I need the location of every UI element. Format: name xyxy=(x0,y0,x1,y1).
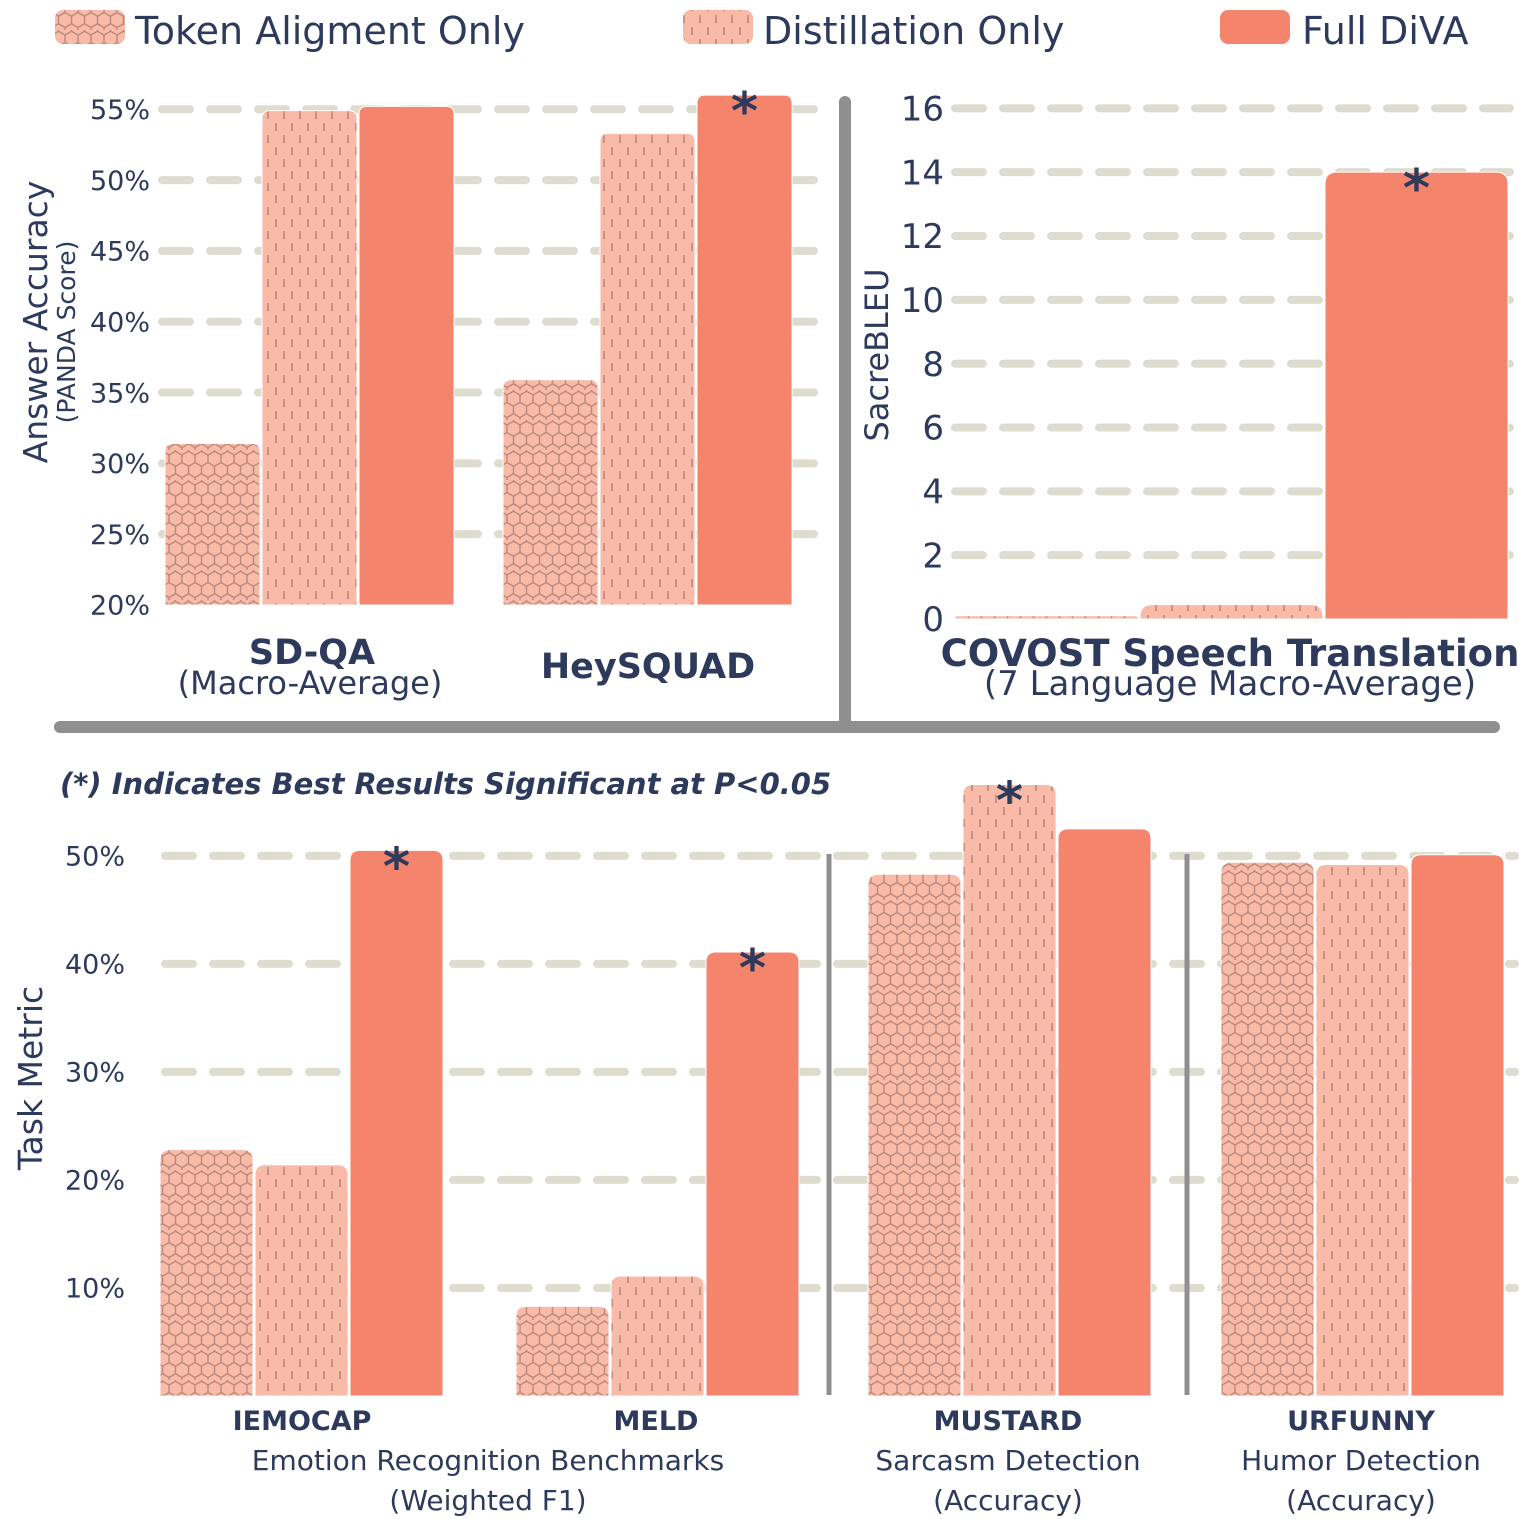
y-tick-label: 12 xyxy=(901,217,944,257)
y-tick-label: 50% xyxy=(65,842,125,873)
significance-star: * xyxy=(739,939,766,999)
bar-full-diva-sd-qa xyxy=(358,105,455,606)
panel-speech-translation: 0 2 4 6 8 10 12 14 16 * COVOST Speech Translation(… xyxy=(858,90,1519,704)
y-tick-label: 2 xyxy=(922,536,944,576)
bar-distillation-sd-qa xyxy=(261,110,358,606)
category-sublabel-sdqa: (Macro-Average) xyxy=(178,664,443,702)
y-tick-label: 14 xyxy=(901,153,944,193)
bar-full-diva-iemocap xyxy=(349,849,444,1397)
y-tick-label: 8 xyxy=(922,345,944,385)
bar-distillation-covost-speech-translation xyxy=(1139,604,1324,620)
legend-label-full-diva: Full DiVA xyxy=(1302,9,1468,53)
y-tick-label: 40% xyxy=(65,950,125,981)
category-label-meld: MELD xyxy=(614,1406,699,1437)
significance-note: (*) Indicates Best Results Significant a… xyxy=(60,767,831,801)
y-tick-label: 25% xyxy=(90,520,150,551)
y-tick-label: 45% xyxy=(90,237,150,268)
legend-swatch-dash xyxy=(683,10,753,44)
bar-full-diva-urfunny xyxy=(1410,854,1505,1397)
y-tick-label: 50% xyxy=(90,166,150,197)
category-sublabel-urfunny: Humor Detection xyxy=(1241,1444,1481,1477)
legend-swatch-solid xyxy=(1220,10,1290,44)
bar-full-diva-mustard xyxy=(1057,828,1152,1397)
y-tick-label: 20% xyxy=(65,1166,125,1197)
bar-distillation-urfunny xyxy=(1315,863,1410,1397)
category-sublabel-mustard: Sarcasm Detection xyxy=(875,1444,1140,1477)
category-label-covost: COVOST Speech Translation xyxy=(941,632,1520,675)
significance-star: * xyxy=(996,772,1023,832)
bar-full-diva-heysquad xyxy=(696,94,793,606)
significance-star: * xyxy=(383,837,410,897)
significance-star: * xyxy=(731,82,758,142)
y-tick-label: 6 xyxy=(922,409,944,449)
legend: Token Aligment Only Distillation Only Fu… xyxy=(55,9,1468,53)
y-tick-label: 40% xyxy=(90,307,150,338)
panel-question-answering: 20% 25% 30% 35% 40% 45% 50% 55% * SD-QA(Macro-Ave… xyxy=(16,82,834,702)
category-label-mustard: MUSTARD xyxy=(934,1406,1083,1437)
category-label-urfunny: URFUNNY xyxy=(1287,1406,1435,1437)
group-label-emotion: Emotion Recognition Benchmarks xyxy=(252,1444,725,1477)
bar-token-alignment-sd-qa xyxy=(164,443,261,606)
bar-token-alignment-meld xyxy=(515,1305,610,1397)
y-axis-title: Task Metric xyxy=(11,986,50,1171)
category-label-sdqa: SD-QA xyxy=(249,633,375,673)
y-axis-subtitle: (PANDA Score) xyxy=(52,241,81,424)
category-metric-mustard: (Accuracy) xyxy=(933,1484,1083,1517)
category-metric-urfunny: (Accuracy) xyxy=(1286,1484,1436,1517)
y-tick-label: 0 xyxy=(922,600,944,640)
bar-token-alignment-covost-speech-translation xyxy=(954,615,1139,620)
legend-label-token-alignment: Token Aligment Only xyxy=(134,9,525,53)
category-label-heysquad: HeySQUAD xyxy=(541,647,755,687)
bar-token-alignment-urfunny xyxy=(1220,861,1315,1397)
legend-item-token-alignment: Token Aligment Only xyxy=(55,9,525,53)
y-tick-label: 10% xyxy=(65,1274,125,1305)
legend-swatch-hex xyxy=(55,10,125,44)
legend-item-distillation: Distillation Only xyxy=(683,9,1064,53)
bar-full-diva-meld xyxy=(705,951,800,1397)
y-tick-label: 4 xyxy=(922,473,944,513)
y-axis-title: SacreBLEU xyxy=(858,268,896,441)
bar-full-diva-covost-speech-translation xyxy=(1324,171,1509,620)
bar-distillation-meld xyxy=(610,1275,705,1397)
bar-distillation-iemocap xyxy=(254,1164,349,1397)
legend-item-full-diva: Full DiVA xyxy=(1220,9,1468,53)
legend-label-distillation: Distillation Only xyxy=(763,9,1064,53)
y-tick-label: 10 xyxy=(901,281,944,321)
y-axis-title: Answer Accuracy xyxy=(16,181,55,464)
category-label-iemocap: IEMOCAP xyxy=(233,1406,372,1437)
bar-distillation-heysquad xyxy=(599,132,696,606)
bar-token-alignment-heysquad xyxy=(502,379,599,606)
bar-distillation-mustard xyxy=(962,784,1057,1397)
group-metric-emotion: (Weighted F1) xyxy=(389,1484,586,1517)
y-tick-label: 16 xyxy=(901,90,944,130)
panel-classification: 10% 20% 30% 40% 50% * * * IEMOCAP MELD MUSTARD Sarc… xyxy=(11,772,1519,1517)
bar-token-alignment-iemocap xyxy=(159,1149,254,1397)
y-tick-label: 20% xyxy=(90,591,150,622)
category-sublabel-covost: (7 Language Macro-Average) xyxy=(984,664,1476,704)
bar-token-alignment-mustard xyxy=(867,873,962,1397)
significance-star: * xyxy=(1403,159,1430,219)
y-tick-label: 30% xyxy=(65,1058,125,1089)
y-tick-label: 30% xyxy=(90,449,150,480)
y-tick-label: 35% xyxy=(90,378,150,409)
y-tick-label: 55% xyxy=(90,95,150,126)
